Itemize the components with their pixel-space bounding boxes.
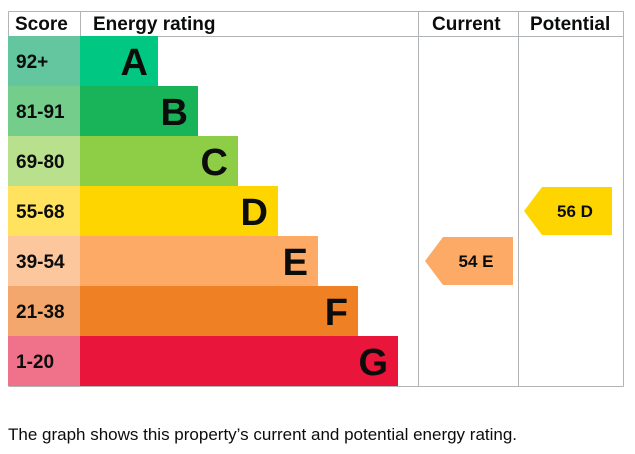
band-bar-c bbox=[80, 136, 238, 186]
band-bar-e bbox=[80, 236, 318, 286]
rating-bands: 92+ A 81-91 B 69-80 C 55-68 D 39-54 E 21-38 F 1-20 G bbox=[8, 36, 398, 386]
current-rating-label: 54 E bbox=[459, 252, 494, 271]
band-letter-a: A bbox=[121, 42, 148, 84]
band-letter-g: G bbox=[358, 342, 388, 384]
score-cell-a bbox=[8, 36, 80, 86]
score-cell-g bbox=[8, 336, 80, 386]
band-letter-e: E bbox=[283, 242, 308, 284]
band-letter-d: D bbox=[241, 192, 268, 234]
score-header: Score bbox=[15, 14, 68, 35]
energy-rating-header: Energy rating bbox=[93, 14, 215, 35]
score-range-e: 39-54 bbox=[16, 252, 65, 273]
score-cell-f bbox=[8, 286, 80, 336]
score-cell-e bbox=[8, 236, 80, 286]
band-bar-g bbox=[80, 336, 398, 386]
score-range-d: 55-68 bbox=[16, 202, 65, 223]
score-cell-c bbox=[8, 136, 80, 186]
band-letter-c: C bbox=[201, 142, 228, 184]
score-range-f: 21-38 bbox=[16, 302, 65, 323]
potential-rating-label: 56 D bbox=[557, 202, 593, 221]
band-bar-f bbox=[80, 286, 358, 336]
rating-markers: 54 E 56 D bbox=[425, 187, 612, 285]
band-letter-f: F bbox=[325, 292, 348, 334]
score-range-g: 1-20 bbox=[16, 352, 54, 373]
band-bar-b bbox=[80, 86, 198, 136]
score-range-a: 92+ bbox=[16, 52, 48, 73]
potential-header: Potential bbox=[530, 14, 610, 35]
potential-marker bbox=[524, 187, 612, 235]
chart-caption: The graph shows this property’s current … bbox=[8, 425, 518, 444]
score-range-c: 69-80 bbox=[16, 152, 65, 173]
band-bar-a bbox=[80, 36, 158, 86]
current-header: Current bbox=[432, 14, 501, 35]
band-letter-b: B bbox=[161, 92, 188, 134]
band-bar-d bbox=[80, 186, 278, 236]
energy-rating-chart: Score Energy rating Current Potential 92… bbox=[8, 11, 624, 387]
current-marker bbox=[425, 237, 513, 285]
score-cell-b bbox=[8, 86, 80, 136]
score-range-b: 81-91 bbox=[16, 102, 65, 123]
score-cell-d bbox=[8, 186, 80, 236]
